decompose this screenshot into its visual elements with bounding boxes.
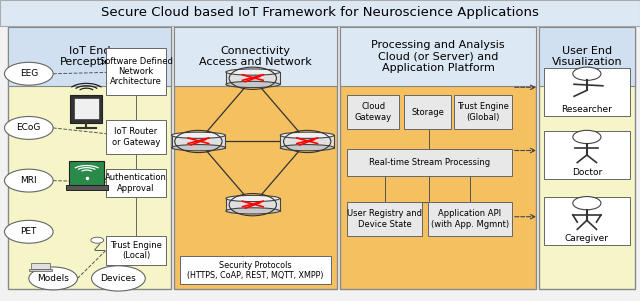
Bar (172, 135, 225, 148)
Ellipse shape (172, 132, 225, 138)
Text: Secure Cloud based IoT Framework for Neuroscience Applications: Secure Cloud based IoT Framework for Neu… (101, 6, 539, 19)
Text: Security Protocols
(HTTPS, CoAP, REST, MQTT, XMPP): Security Protocols (HTTPS, CoAP, REST, M… (188, 261, 324, 280)
FancyBboxPatch shape (31, 263, 50, 269)
Text: Trust Engine
(Local): Trust Engine (Local) (110, 241, 162, 260)
Circle shape (573, 197, 601, 210)
FancyBboxPatch shape (66, 185, 108, 190)
Text: PET: PET (20, 227, 37, 236)
FancyBboxPatch shape (544, 197, 630, 245)
FancyBboxPatch shape (106, 120, 166, 154)
Text: Models: Models (37, 274, 69, 283)
Circle shape (573, 67, 601, 80)
FancyBboxPatch shape (347, 149, 512, 176)
FancyBboxPatch shape (0, 0, 640, 26)
Text: User End
Visualization: User End Visualization (552, 46, 622, 67)
FancyBboxPatch shape (347, 95, 399, 129)
FancyBboxPatch shape (174, 27, 337, 86)
FancyBboxPatch shape (539, 27, 635, 289)
Circle shape (4, 116, 53, 139)
Circle shape (4, 62, 53, 85)
Circle shape (4, 169, 53, 192)
Text: Trust Engine
(Global): Trust Engine (Global) (457, 102, 509, 122)
FancyBboxPatch shape (544, 131, 630, 179)
FancyBboxPatch shape (180, 256, 331, 284)
Text: Connectivity
Access and Network: Connectivity Access and Network (199, 46, 312, 67)
Text: Processing and Analysis
Cloud (or Server) and
Application Platform: Processing and Analysis Cloud (or Server… (371, 40, 505, 73)
Circle shape (4, 220, 53, 243)
Text: ECoG: ECoG (17, 123, 41, 132)
Ellipse shape (280, 132, 334, 138)
FancyBboxPatch shape (340, 27, 536, 289)
FancyBboxPatch shape (8, 27, 171, 86)
FancyBboxPatch shape (544, 68, 630, 116)
Ellipse shape (226, 81, 280, 88)
Text: Researcher: Researcher (561, 105, 612, 114)
FancyBboxPatch shape (106, 169, 166, 197)
Bar (280, 135, 334, 148)
Text: Caregiver: Caregiver (565, 234, 609, 243)
Text: MRI: MRI (20, 176, 37, 185)
Bar (226, 72, 280, 85)
FancyBboxPatch shape (29, 269, 52, 271)
FancyBboxPatch shape (347, 202, 422, 236)
FancyBboxPatch shape (539, 27, 635, 86)
Text: Real-time Stream Processing: Real-time Stream Processing (369, 158, 490, 167)
Bar (226, 198, 280, 211)
Text: Devices: Devices (100, 274, 136, 283)
FancyBboxPatch shape (70, 95, 102, 123)
Circle shape (91, 237, 104, 243)
Ellipse shape (226, 208, 280, 214)
Circle shape (92, 266, 145, 291)
FancyBboxPatch shape (69, 161, 104, 185)
Text: Application API
(with App. Mgmnt): Application API (with App. Mgmnt) (431, 209, 509, 229)
Ellipse shape (280, 144, 334, 151)
FancyBboxPatch shape (106, 236, 166, 265)
Text: User Registry and
Device State: User Registry and Device State (347, 209, 422, 229)
FancyBboxPatch shape (174, 27, 337, 289)
FancyBboxPatch shape (404, 95, 451, 129)
Circle shape (573, 130, 601, 144)
Text: Cloud
Gateway: Cloud Gateway (355, 102, 392, 122)
FancyBboxPatch shape (106, 48, 166, 95)
Text: IoT End
Perception: IoT End Perception (60, 46, 119, 67)
Text: Authentication
Approval: Authentication Approval (105, 173, 167, 193)
Text: IoT Router
or Gateway: IoT Router or Gateway (112, 127, 160, 147)
Ellipse shape (226, 195, 280, 202)
Circle shape (29, 267, 77, 290)
Text: Doctor: Doctor (572, 168, 602, 177)
Ellipse shape (226, 69, 280, 75)
FancyBboxPatch shape (428, 202, 512, 236)
FancyBboxPatch shape (454, 95, 512, 129)
FancyBboxPatch shape (8, 27, 171, 289)
Text: EEG: EEG (20, 69, 38, 78)
Text: Storage: Storage (411, 108, 444, 116)
Ellipse shape (172, 144, 225, 151)
FancyBboxPatch shape (340, 27, 536, 86)
Text: Software Defined
Network
Architecture: Software Defined Network Architecture (100, 57, 172, 86)
FancyBboxPatch shape (74, 98, 99, 119)
